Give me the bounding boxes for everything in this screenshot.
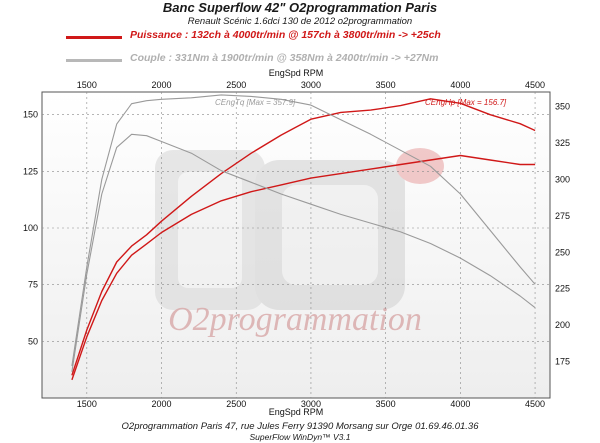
- x-tick-label-bottom: 3500: [376, 399, 396, 409]
- series-line-torque-stock: [71, 133, 536, 372]
- legend-power-swatch: [66, 36, 122, 39]
- y-right-tick-label: 275: [555, 211, 570, 221]
- x-tick-label-top: 3000: [301, 80, 321, 90]
- x-tick-label-bottom: 4500: [525, 399, 545, 409]
- annotation-torque-max: CEngTq [Max = 357.9]: [215, 98, 296, 107]
- y-right-tick-label: 250: [555, 247, 570, 257]
- x-tick-label-top: 1500: [77, 80, 97, 90]
- y-left-tick-label: 100: [23, 223, 38, 233]
- y-left-tick-label: 75: [28, 280, 38, 290]
- watermark-text: O2programmation: [168, 301, 422, 338]
- footer-software: SuperFlow WinDyn™ V3.1: [249, 432, 351, 442]
- x-tick-label-top: 3500: [376, 80, 396, 90]
- x-tick-label-bottom: 2000: [152, 399, 172, 409]
- x-axis-title-top: EngSpd RPM: [269, 68, 324, 78]
- y-right-tick-label: 200: [555, 320, 570, 330]
- footer-address: O2programmation Paris 47, rue Jules Ferr…: [121, 421, 479, 432]
- series-line-power-modified: [71, 98, 536, 376]
- y-right-tick-label: 325: [555, 138, 570, 148]
- x-tick-label-bottom: 3000: [301, 399, 321, 409]
- x-tick-label-top: 2500: [226, 80, 246, 90]
- series-line-torque-modified: [71, 94, 536, 366]
- legend-torque-swatch: [66, 59, 122, 62]
- y-right-tick-label: 300: [555, 174, 570, 184]
- axis-ticks: 1500 1500 2000 2000 2500 2500 3000 3000 3500 3500…: [23, 80, 570, 409]
- x-tick-label-top: 4500: [525, 80, 545, 90]
- x-tick-label-bottom: 2500: [226, 399, 246, 409]
- x-tick-label-top: 4000: [450, 80, 470, 90]
- y-right-tick-label: 175: [555, 357, 570, 367]
- watermark-logo: [155, 148, 444, 310]
- x-axis-title-bottom: EngSpd RPM: [269, 407, 324, 417]
- legend-power-text: Puissance : 132ch à 4000tr/min @ 157ch à…: [130, 29, 441, 41]
- x-tick-label-bottom: 1500: [77, 399, 97, 409]
- legend-torque-text: Couple : 331Nm à 1900tr/min @ 358Nm à 24…: [130, 52, 439, 64]
- series-layer: [71, 94, 536, 381]
- report-subtitle: Renault Scénic 1.6dci 130 de 2012 o2prog…: [187, 16, 413, 27]
- y-right-tick-label: 225: [555, 284, 570, 294]
- report-title: Banc Superflow 42" O2programmation Paris: [162, 0, 438, 15]
- x-tick-label-bottom: 4000: [450, 399, 470, 409]
- y-left-tick-label: 50: [28, 336, 38, 346]
- grid: [42, 92, 550, 398]
- y-left-tick-label: 125: [23, 166, 38, 176]
- y-left-tick-label: 150: [23, 110, 38, 120]
- y-right-tick-label: 350: [555, 102, 570, 112]
- x-tick-label-top: 2000: [152, 80, 172, 90]
- annotation-power-max: CEngHp [Max = 156.7]: [425, 98, 507, 107]
